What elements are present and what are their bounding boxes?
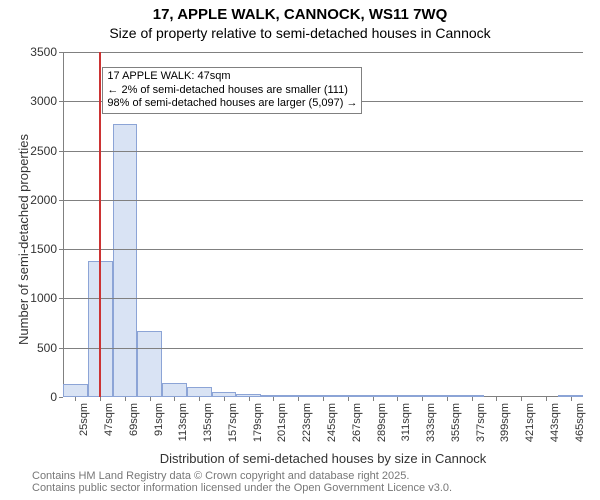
- chart-container: 17, APPLE WALK, CANNOCK, WS11 7WQ Size o…: [0, 0, 600, 500]
- xtick-label: 245sqm: [326, 403, 338, 442]
- x-axis-label: Distribution of semi-detached houses by …: [63, 451, 583, 466]
- xtick-label: 377sqm: [475, 403, 487, 442]
- ytick-mark: [59, 348, 63, 349]
- chart-title-line1: 17, APPLE WALK, CANNOCK, WS11 7WQ: [0, 0, 600, 23]
- xtick-mark: [249, 397, 250, 401]
- xtick: 113sqm: [174, 397, 175, 401]
- xtick: 443sqm: [546, 397, 547, 401]
- xtick: 399sqm: [496, 397, 497, 401]
- xtick-mark: [224, 397, 225, 401]
- xtick: 69sqm: [125, 397, 126, 401]
- xtick-mark: [125, 397, 126, 401]
- xtick: 47sqm: [100, 397, 101, 401]
- xtick-mark: [273, 397, 274, 401]
- xtick: 245sqm: [323, 397, 324, 401]
- gridline: [63, 52, 583, 53]
- xtick-mark: [546, 397, 547, 401]
- gridline: [63, 298, 583, 299]
- xtick-mark: [150, 397, 151, 401]
- xtick-label: 201sqm: [276, 403, 288, 442]
- xtick-mark: [521, 397, 522, 401]
- xtick-mark: [447, 397, 448, 401]
- gridline: [63, 348, 583, 349]
- xtick: 91sqm: [150, 397, 151, 401]
- xtick-label: 333sqm: [425, 403, 437, 442]
- ytick-mark: [59, 101, 63, 102]
- xtick-mark: [571, 397, 572, 401]
- xtick: 267sqm: [348, 397, 349, 401]
- histogram-bar: [113, 124, 138, 397]
- xtick: 421sqm: [521, 397, 522, 401]
- ytick-mark: [59, 52, 63, 53]
- ytick-mark: [59, 151, 63, 152]
- xtick-mark: [496, 397, 497, 401]
- xtick-label: 355sqm: [450, 403, 462, 442]
- xtick-label: 223sqm: [301, 403, 313, 442]
- histogram-bar: [63, 384, 88, 397]
- annotation-line3: 98% of semi-detached houses are larger (…: [107, 97, 357, 111]
- xtick-mark: [348, 397, 349, 401]
- xtick: 377sqm: [472, 397, 473, 401]
- xtick-label: 399sqm: [499, 403, 511, 442]
- gridline: [63, 249, 583, 250]
- xtick-mark: [373, 397, 374, 401]
- xtick-mark: [397, 397, 398, 401]
- xtick: 135sqm: [199, 397, 200, 401]
- xtick-label: 443sqm: [549, 403, 561, 442]
- xtick-mark: [472, 397, 473, 401]
- xtick: 311sqm: [397, 397, 398, 401]
- chart-title-line2: Size of property relative to semi-detach…: [0, 23, 600, 41]
- xtick-label: 311sqm: [400, 403, 412, 441]
- ytick-mark: [59, 200, 63, 201]
- xtick-label: 91sqm: [153, 403, 165, 436]
- xtick: 179sqm: [249, 397, 250, 401]
- gridline: [63, 151, 583, 152]
- xtick: 201sqm: [273, 397, 274, 401]
- xtick-mark: [422, 397, 423, 401]
- xtick: 157sqm: [224, 397, 225, 401]
- annotation-line1: 17 APPLE WALK: 47sqm: [107, 70, 357, 84]
- xtick-label: 69sqm: [128, 403, 140, 436]
- reference-marker-line: [99, 52, 101, 397]
- footer-line2: Contains public sector information licen…: [32, 482, 452, 494]
- xtick-mark: [100, 397, 101, 401]
- footer-line1: Contains HM Land Registry data © Crown c…: [32, 470, 452, 482]
- xtick-label: 267sqm: [351, 403, 363, 442]
- y-axis-label: Number of semi-detached properties: [16, 134, 31, 345]
- ytick-mark: [59, 298, 63, 299]
- plot-area: 0500100015002000250030003500 17 APPLE WA…: [63, 52, 583, 397]
- xtick-mark: [199, 397, 200, 401]
- annotation-line2: ← 2% of semi-detached houses are smaller…: [107, 84, 357, 98]
- xtick-label: 289sqm: [376, 403, 388, 442]
- xtick-mark: [174, 397, 175, 401]
- xtick-label: 113sqm: [177, 403, 189, 441]
- xtick: 25sqm: [75, 397, 76, 401]
- histogram-bar: [162, 383, 187, 397]
- xtick: 223sqm: [298, 397, 299, 401]
- ytick-mark: [59, 249, 63, 250]
- xtick-label: 47sqm: [103, 403, 115, 436]
- xtick-mark: [298, 397, 299, 401]
- footer-attribution: Contains HM Land Registry data © Crown c…: [32, 470, 452, 494]
- gridline: [63, 200, 583, 201]
- xtick: 289sqm: [373, 397, 374, 401]
- xtick: 333sqm: [422, 397, 423, 401]
- xtick-label: 179sqm: [252, 403, 264, 442]
- xtick: 355sqm: [447, 397, 448, 401]
- xtick-label: 421sqm: [524, 403, 536, 442]
- xtick-label: 157sqm: [227, 403, 239, 442]
- histogram-bar: [137, 331, 162, 397]
- xtick-mark: [323, 397, 324, 401]
- xtick-label: 465sqm: [574, 403, 586, 442]
- histogram-bar: [187, 387, 212, 397]
- xtick-mark: [75, 397, 76, 401]
- xtick-label: 25sqm: [78, 403, 90, 436]
- xticks-layer: 25sqm 47sqm 69sqm 91sqm 113sqm 135sqm 157sqm 17…: [63, 397, 583, 452]
- annotation-box: 17 APPLE WALK: 47sqm ← 2% of semi-detach…: [102, 67, 362, 114]
- xtick-label: 135sqm: [202, 403, 214, 442]
- xtick: 465sqm: [571, 397, 572, 401]
